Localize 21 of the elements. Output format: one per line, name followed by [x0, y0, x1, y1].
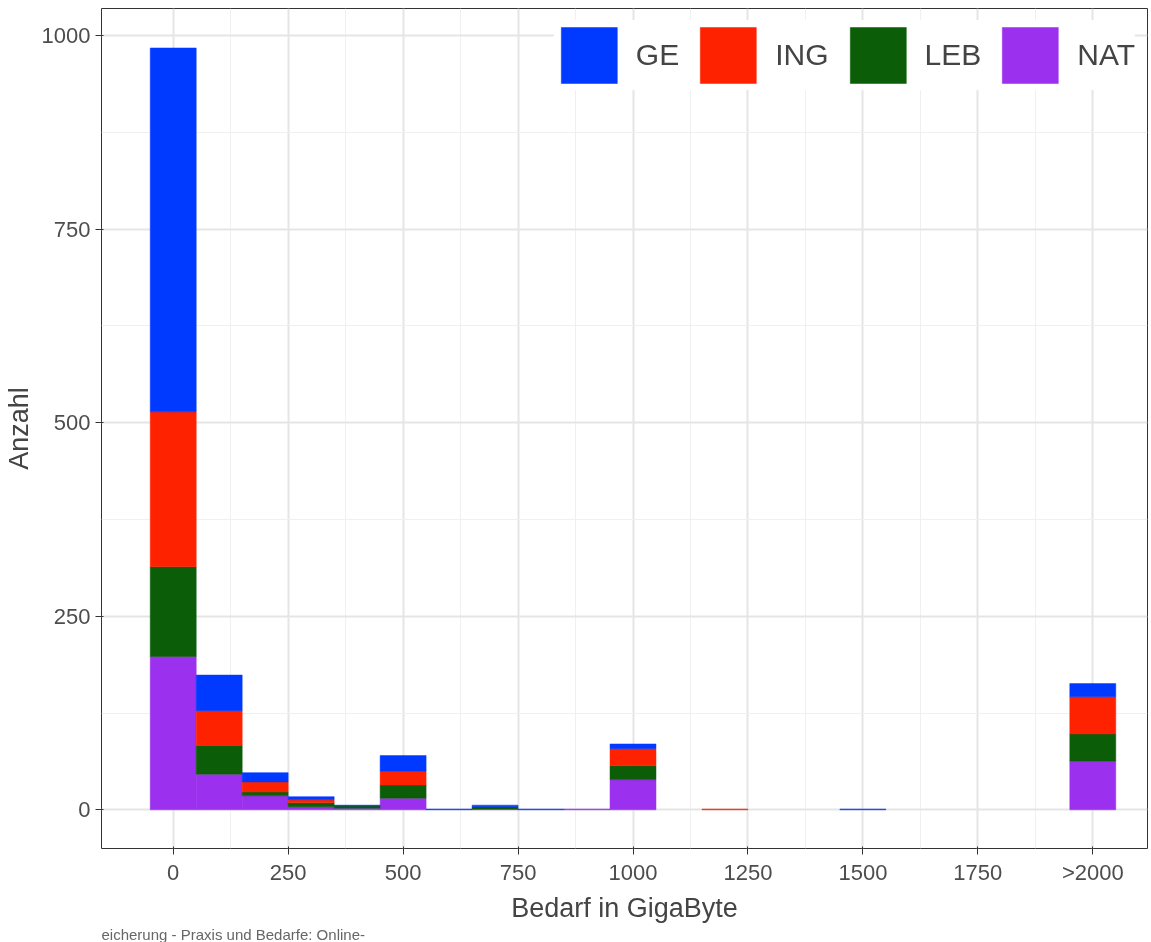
- x-tick-label: 500: [384, 859, 422, 885]
- y-tick-label: 500: [53, 410, 91, 436]
- y-axis-title: Anzahl: [3, 387, 34, 470]
- y-tick-label: 250: [53, 603, 91, 629]
- x-axis-title: Bedarf in GigaByte: [511, 892, 738, 923]
- x-tick-label: >2000: [1061, 859, 1124, 885]
- x-tick-label: 1750: [953, 859, 1003, 885]
- x-tick-label: 0: [167, 859, 180, 885]
- legend-label: ING: [775, 38, 829, 72]
- text: eicherung - Praxis und Bedarfe: Online-: [101, 925, 365, 942]
- x-tick-label: 1500: [838, 859, 888, 885]
- x-tick-label: 1000: [608, 859, 658, 885]
- y-tick-label: 1000: [41, 23, 91, 49]
- x-tick-label: 1250: [723, 859, 773, 885]
- x-tick-label: 750: [499, 859, 537, 885]
- legend-label: NAT: [1077, 38, 1135, 72]
- y-tick-label: 0: [78, 797, 91, 823]
- legend-label: LEB: [924, 38, 982, 72]
- legend-label: GE: [635, 38, 680, 72]
- x-tick-label: 250: [269, 859, 307, 885]
- y-tick-label: 750: [53, 216, 91, 242]
